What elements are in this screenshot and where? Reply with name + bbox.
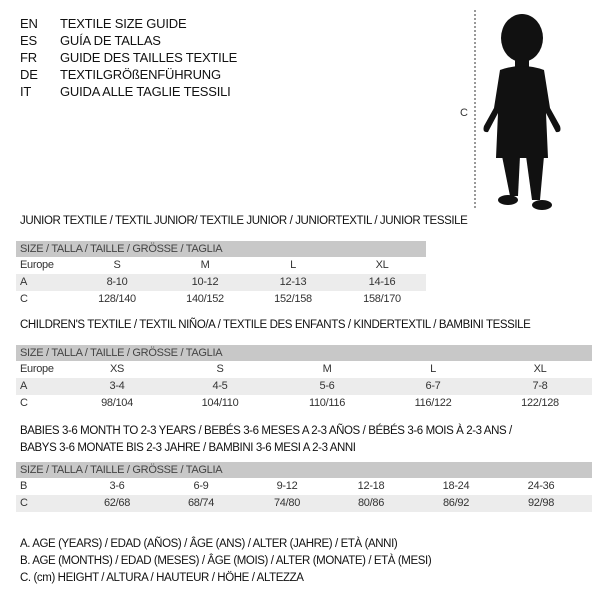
table-row: Europe S M L XL bbox=[16, 257, 426, 274]
table-cell: XL bbox=[533, 363, 547, 375]
table-row: A 8-10 10-12 12-13 14-16 bbox=[16, 274, 426, 291]
table-cell: L bbox=[290, 259, 296, 271]
junior-section-title: JUNIOR TEXTILE / TEXTIL JUNIOR/ TEXTILE … bbox=[20, 215, 468, 227]
row-label: B bbox=[20, 480, 28, 492]
table-cell: M bbox=[322, 363, 332, 375]
height-label: C bbox=[460, 107, 468, 119]
row-label: Europe bbox=[20, 259, 54, 271]
table-cell: 7-8 bbox=[532, 380, 548, 392]
table-cell: XS bbox=[109, 363, 125, 375]
table-row: Europe XS S M L XL bbox=[16, 361, 592, 378]
table-cell: 68/74 bbox=[187, 497, 215, 509]
lang-code: EN bbox=[20, 16, 38, 31]
table-cell: 62/68 bbox=[103, 497, 131, 509]
table-cell: 14-16 bbox=[368, 276, 396, 288]
table-cell: 8-10 bbox=[106, 276, 128, 288]
junior-size-table: SIZE / TALLA / TAILLE / GRÖSSE / TAGLIA … bbox=[16, 241, 426, 308]
table-header: SIZE / TALLA / TAILLE / GRÖSSE / TAGLIA bbox=[16, 462, 592, 478]
table-cell: 110/116 bbox=[308, 397, 346, 409]
lang-code: ES bbox=[20, 33, 37, 48]
table-header: SIZE / TALLA / TAILLE / GRÖSSE / TAGLIA bbox=[16, 345, 592, 361]
lang-code: DE bbox=[20, 67, 38, 82]
table-row: C 62/68 68/74 74/80 80/86 86/92 92/98 bbox=[16, 495, 592, 512]
row-label: A bbox=[20, 276, 28, 288]
table-row: C 128/140 140/152 152/158 158/170 bbox=[16, 291, 426, 308]
table-cell: 4-5 bbox=[212, 380, 228, 392]
table-cell: 6-9 bbox=[193, 480, 209, 492]
table-row: A 3-4 4-5 5-6 6-7 7-8 bbox=[16, 378, 592, 395]
table-header: SIZE / TALLA / TAILLE / GRÖSSE / TAGLIA bbox=[16, 241, 426, 257]
legend-age-years: A. AGE (YEARS) / EDAD (AÑOS) / ÂGE (ANS)… bbox=[20, 538, 398, 550]
row-label: C bbox=[20, 497, 28, 509]
table-cell: 12-18 bbox=[357, 480, 385, 492]
legend-height: C. (cm) HEIGHT / ALTURA / HAUTEUR / HÖHE… bbox=[20, 572, 304, 584]
table-cell: 18-24 bbox=[442, 480, 470, 492]
table-cell: 116/122 bbox=[414, 397, 452, 409]
row-label: A bbox=[20, 380, 28, 392]
babies-size-table: SIZE / TALLA / TAILLE / GRÖSSE / TAGLIA … bbox=[16, 462, 592, 512]
table-cell: M bbox=[200, 259, 210, 271]
table-cell: 86/92 bbox=[442, 497, 470, 509]
table-cell: XL bbox=[375, 259, 389, 271]
table-cell: S bbox=[216, 363, 224, 375]
table-cell: 74/80 bbox=[273, 497, 301, 509]
table-cell: 80/86 bbox=[357, 497, 385, 509]
lang-title: GUIDE DES TAILLES TEXTILE bbox=[60, 50, 238, 65]
table-cell: 3-6 bbox=[109, 480, 125, 492]
table-cell: 3-4 bbox=[109, 380, 125, 392]
table-cell: 122/128 bbox=[521, 397, 559, 409]
table-row: C 98/104 104/110 110/116 116/122 122/128 bbox=[16, 395, 592, 412]
table-cell: 152/158 bbox=[274, 293, 312, 305]
babies-section-title: BABIES 3-6 MONTH TO 2-3 YEARS / BEBÉS 3-… bbox=[20, 425, 512, 437]
row-label: C bbox=[20, 397, 28, 409]
lang-code: FR bbox=[20, 50, 37, 65]
lang-title: TEXTILGRÖßENFÜHRUNG bbox=[60, 67, 221, 82]
table-cell: S bbox=[113, 259, 121, 271]
table-cell: 98/104 bbox=[101, 397, 133, 409]
table-cell: 12-13 bbox=[279, 276, 307, 288]
table-row: B 3-6 6-9 9-12 12-18 18-24 24-36 bbox=[16, 478, 592, 495]
lang-title: GUIDA ALLE TAGLIE TESSILI bbox=[60, 84, 231, 99]
table-cell: 6-7 bbox=[425, 380, 441, 392]
table-cell: 5-6 bbox=[319, 380, 335, 392]
lang-title: GUÍA DE TALLAS bbox=[60, 33, 161, 48]
legend-age-months: B. AGE (MONTHS) / EDAD (MESES) / ÂGE (MO… bbox=[20, 555, 432, 567]
row-label: Europe bbox=[20, 363, 54, 375]
child-silhouette-icon bbox=[474, 10, 561, 210]
row-label: C bbox=[20, 293, 28, 305]
table-cell: 9-12 bbox=[276, 480, 298, 492]
lang-title: TEXTILE SIZE GUIDE bbox=[60, 16, 187, 31]
table-cell: 104/110 bbox=[201, 397, 239, 409]
table-cell: 140/152 bbox=[186, 293, 224, 305]
table-cell: 10-12 bbox=[191, 276, 219, 288]
children-section-title: CHILDREN'S TEXTILE / TEXTIL NIÑO/A / TEX… bbox=[20, 319, 531, 331]
lang-code: IT bbox=[20, 84, 32, 99]
table-cell: 158/170 bbox=[363, 293, 401, 305]
children-size-table: SIZE / TALLA / TAILLE / GRÖSSE / TAGLIA … bbox=[16, 345, 592, 412]
table-cell: 128/140 bbox=[98, 293, 136, 305]
table-cell: 92/98 bbox=[527, 497, 555, 509]
babies-section-title-2: BABYS 3-6 MONATE BIS 2-3 JAHRE / BAMBINI… bbox=[20, 442, 356, 454]
table-cell: 24-36 bbox=[527, 480, 555, 492]
table-cell: L bbox=[430, 363, 436, 375]
